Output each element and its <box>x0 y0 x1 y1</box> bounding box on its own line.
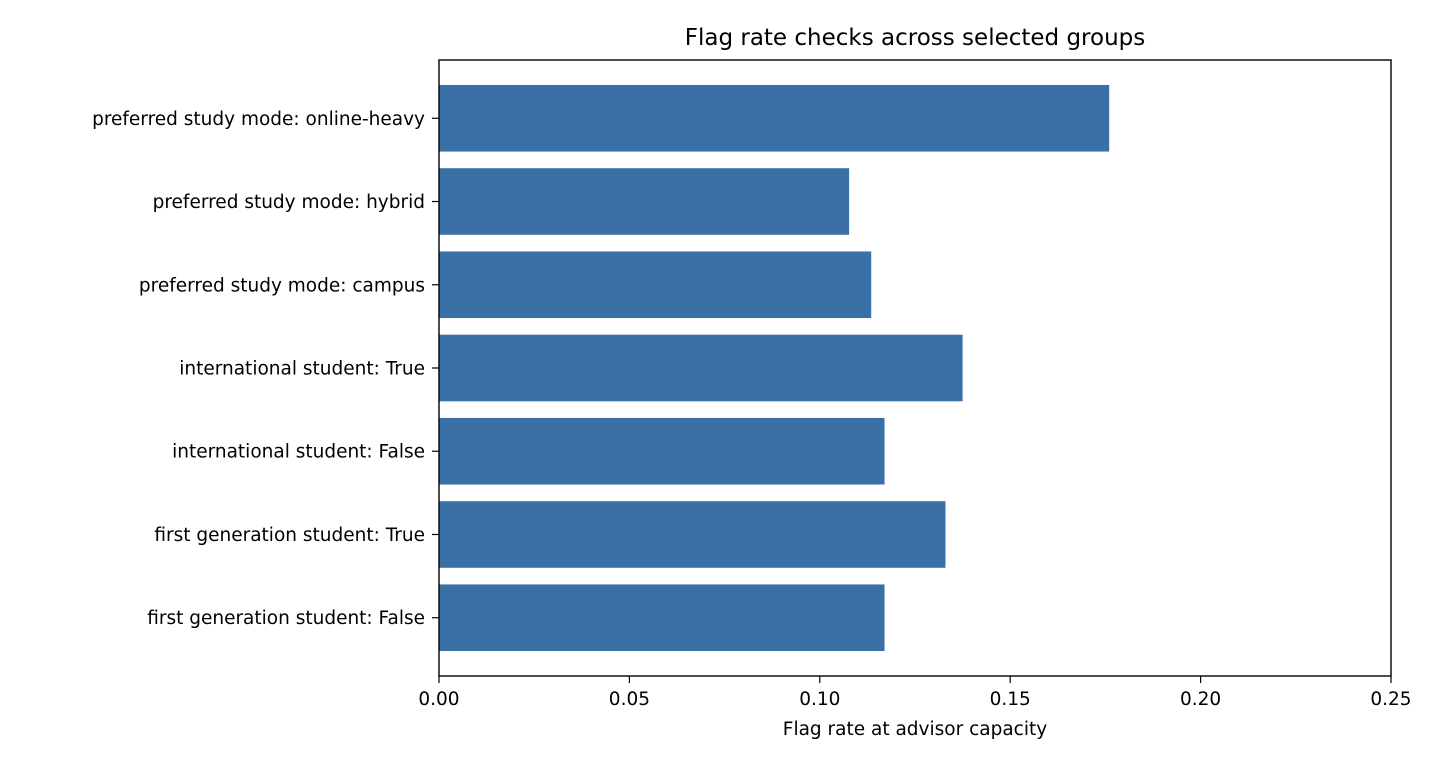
bars-group <box>439 84 1110 652</box>
x-tick-label-0: 0.00 <box>418 689 459 710</box>
y-tick-label-3: international student: True <box>179 359 425 380</box>
y-tick-label-5: preferred study mode: hybrid <box>153 192 425 213</box>
bar-1 <box>439 501 946 568</box>
y-tick-label-2: international student: False <box>172 442 425 463</box>
chart-title: Flag rate checks across selected groups <box>685 25 1146 51</box>
y-tick-label-0: first generation student: False <box>147 608 425 629</box>
bar-2 <box>439 417 885 485</box>
x-tick-label-1: 0.05 <box>609 689 650 710</box>
bar-3 <box>439 334 963 402</box>
x-axis-label: Flag rate at advisor capacity <box>783 719 1047 740</box>
y-tick-label-4: preferred study mode: campus <box>139 275 425 296</box>
x-tick-label-4: 0.20 <box>1180 689 1221 710</box>
bar-0 <box>439 584 885 652</box>
bar-5 <box>439 168 850 235</box>
x-tick-label-2: 0.10 <box>799 689 840 710</box>
x-tick-label-3: 0.15 <box>990 689 1031 710</box>
x-axis-ticks: 0.00 0.05 0.10 0.15 0.20 0.25 <box>418 676 1412 710</box>
plot-frame <box>438 59 1392 677</box>
bar-4 <box>439 251 872 319</box>
bar-6 <box>439 84 1110 152</box>
y-tick-label-1: first generation student: True <box>154 525 425 546</box>
y-axis-ticks: first generation student: False first gen… <box>92 109 439 629</box>
y-tick-label-6: preferred study mode: online-heavy <box>92 109 425 130</box>
x-tick-label-5: 0.25 <box>1370 689 1411 710</box>
